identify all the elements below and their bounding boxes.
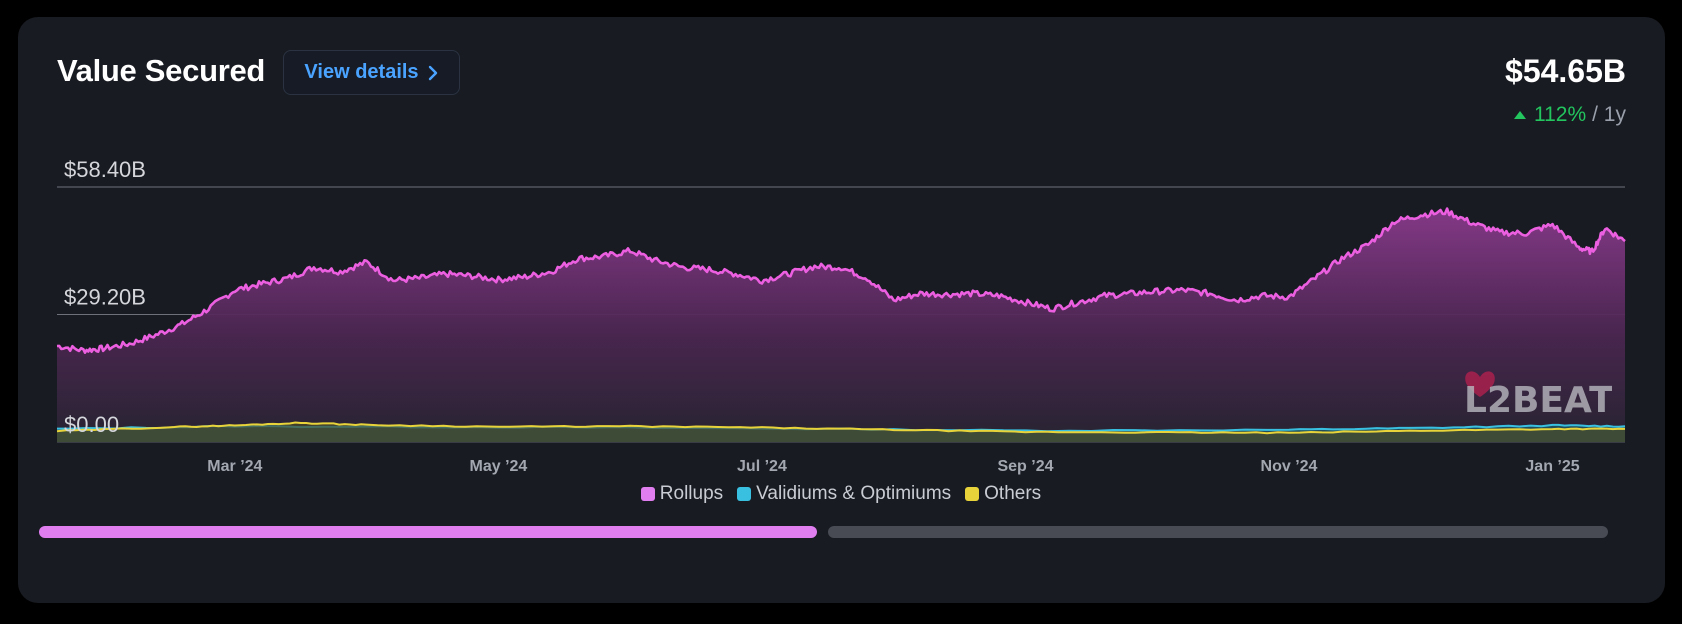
legend-swatch [640, 487, 655, 501]
x-tick-label: Jul ’24 [737, 458, 787, 475]
range-selector-right[interactable] [828, 526, 1608, 538]
chevron-right-icon [428, 65, 437, 80]
legend-item-validiums[interactable]: Validiums & Optimiums [737, 483, 951, 505]
legend-label: Others [984, 483, 1042, 504]
x-tick-label: Nov ’24 [1261, 458, 1318, 475]
rollups-area [57, 208, 1625, 442]
x-tick-label: May ’24 [470, 458, 528, 475]
svg-text:L2BEAT: L2BEAT [1464, 380, 1612, 421]
chart-legend: Rollups Validiums & Optimiums Others [0, 483, 1682, 505]
others-line [56, 421, 1626, 435]
x-tick-label: Mar ’24 [207, 458, 262, 475]
x-tick-label: Jan ’25 [1525, 458, 1579, 475]
y-tick-label: $29.20B [64, 285, 146, 310]
view-details-button[interactable]: View details [283, 50, 460, 95]
legend-item-rollups[interactable]: Rollups [640, 483, 724, 505]
legend-item-others[interactable]: Others [965, 483, 1041, 505]
others-area [57, 422, 1625, 442]
change-indicator: 112% / 1y [1513, 103, 1626, 127]
legend-label: Validiums & Optimiums [756, 483, 952, 504]
view-details-label: View details [304, 61, 419, 83]
legend-label: Rollups [659, 483, 724, 504]
change-period: / 1y [1592, 103, 1626, 126]
card-title: Value Secured [57, 53, 266, 88]
arrow-up-icon [1513, 111, 1526, 119]
range-selector-left[interactable] [39, 526, 817, 538]
legend-swatch [965, 487, 980, 501]
legend-swatch [737, 487, 752, 501]
rollups-line [56, 207, 1626, 354]
change-percent: 112% [1533, 103, 1587, 126]
x-tick-label: Sep ’24 [997, 458, 1053, 475]
total-value: $54.65B [1505, 53, 1626, 89]
l2beat-logo: L2BEAT [1462, 357, 1614, 432]
y-tick-label: $0.00 [64, 412, 119, 437]
y-tick-label: $58.40B [64, 157, 146, 182]
